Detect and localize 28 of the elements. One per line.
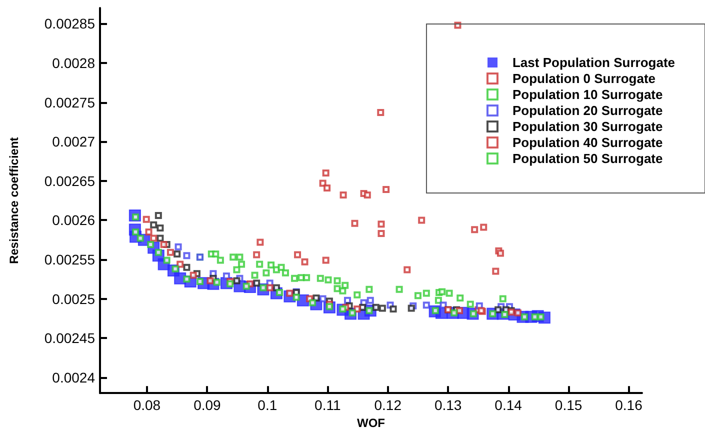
y-tick-label: 0.0026 [52, 212, 96, 228]
x-tick-label: 0.13 [434, 397, 462, 414]
y-tick-label: 0.0028 [52, 55, 96, 72]
y-tick-label: 0.0027 [52, 134, 96, 150]
y-tick-label: 0.00275 [44, 94, 96, 110]
y-tick-label: 0.00255 [44, 251, 96, 268]
legend-label: Population 20 Surrogate [512, 103, 663, 118]
x-tick-label: 0.09 [194, 397, 222, 414]
x-tick-label: 0.12 [374, 397, 402, 414]
y-axis-title: Resistance coefficient [7, 137, 21, 264]
x-tick-label: 0.08 [133, 397, 161, 414]
legend-label: Population 50 Surrogate [512, 151, 663, 166]
x-axis-title: WOF [357, 416, 385, 430]
x-tick-label: 0.16 [615, 397, 643, 414]
legend-label: Population 10 Surrogate [512, 87, 663, 102]
x-tick-label: 0.14 [494, 397, 522, 414]
y-tick-label: 0.00265 [44, 172, 96, 189]
y-tick-label: 0.0024 [52, 369, 96, 386]
x-tick-label: 0.11 [314, 397, 341, 414]
legend-label: Population 0 Surrogate [512, 71, 656, 86]
x-tick-label: 0.15 [554, 397, 582, 414]
legend-label: Last Population Surrogate [512, 55, 676, 70]
legend-label: Population 40 Surrogate [512, 135, 663, 150]
legend-label: Population 30 Surrogate [512, 119, 663, 134]
x-tick-label: 0.1 [258, 397, 278, 414]
y-tick-label: 0.0025 [52, 290, 96, 307]
y-tick-label: 0.00285 [44, 16, 96, 32]
y-tick-label: 0.00245 [44, 330, 96, 346]
